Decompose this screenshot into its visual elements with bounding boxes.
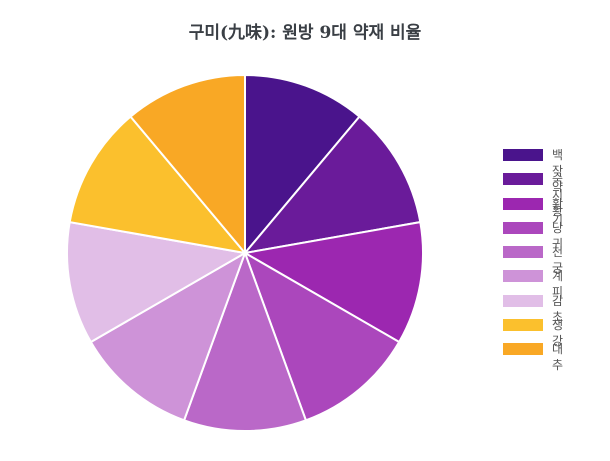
- legend-label: 숙지황: [552, 172, 564, 219]
- pie-slice-천궁: [182, 250, 308, 433]
- legend-swatch: [503, 149, 543, 161]
- legend-label: 황기: [552, 196, 564, 227]
- legend-swatch: [503, 343, 543, 356]
- legend-swatch: [503, 270, 543, 283]
- pie-slice-계피: [89, 250, 247, 422]
- legend-swatch: [503, 221, 543, 234]
- legend-label: 백작약: [552, 148, 564, 194]
- pie-slice-감초: [65, 220, 248, 344]
- pie-slice-황기: [242, 220, 425, 344]
- legend-swatch: [503, 197, 543, 210]
- legend-label: 감초: [552, 293, 564, 324]
- chart-title: 구미(九味): 원방 9대 약재 비율: [188, 23, 422, 43]
- legend-swatch: [503, 246, 543, 259]
- pie-slice-대추: [129, 73, 246, 256]
- legend-label: 당귀: [552, 220, 564, 251]
- pie-slice-당귀: [243, 250, 401, 422]
- pie-slice-숙지황: [242, 115, 422, 255]
- legend-swatch: [503, 319, 543, 332]
- legend-label: 대추: [552, 342, 564, 373]
- legend-swatch: [503, 173, 543, 186]
- pie-slice-백작약: [244, 73, 361, 256]
- legend-swatch: [503, 294, 543, 307]
- legend-label: 생강: [552, 318, 564, 349]
- legend-label: 계피: [552, 269, 564, 300]
- pie-slice-생강: [68, 115, 248, 255]
- legend-label: 천궁: [552, 245, 564, 276]
